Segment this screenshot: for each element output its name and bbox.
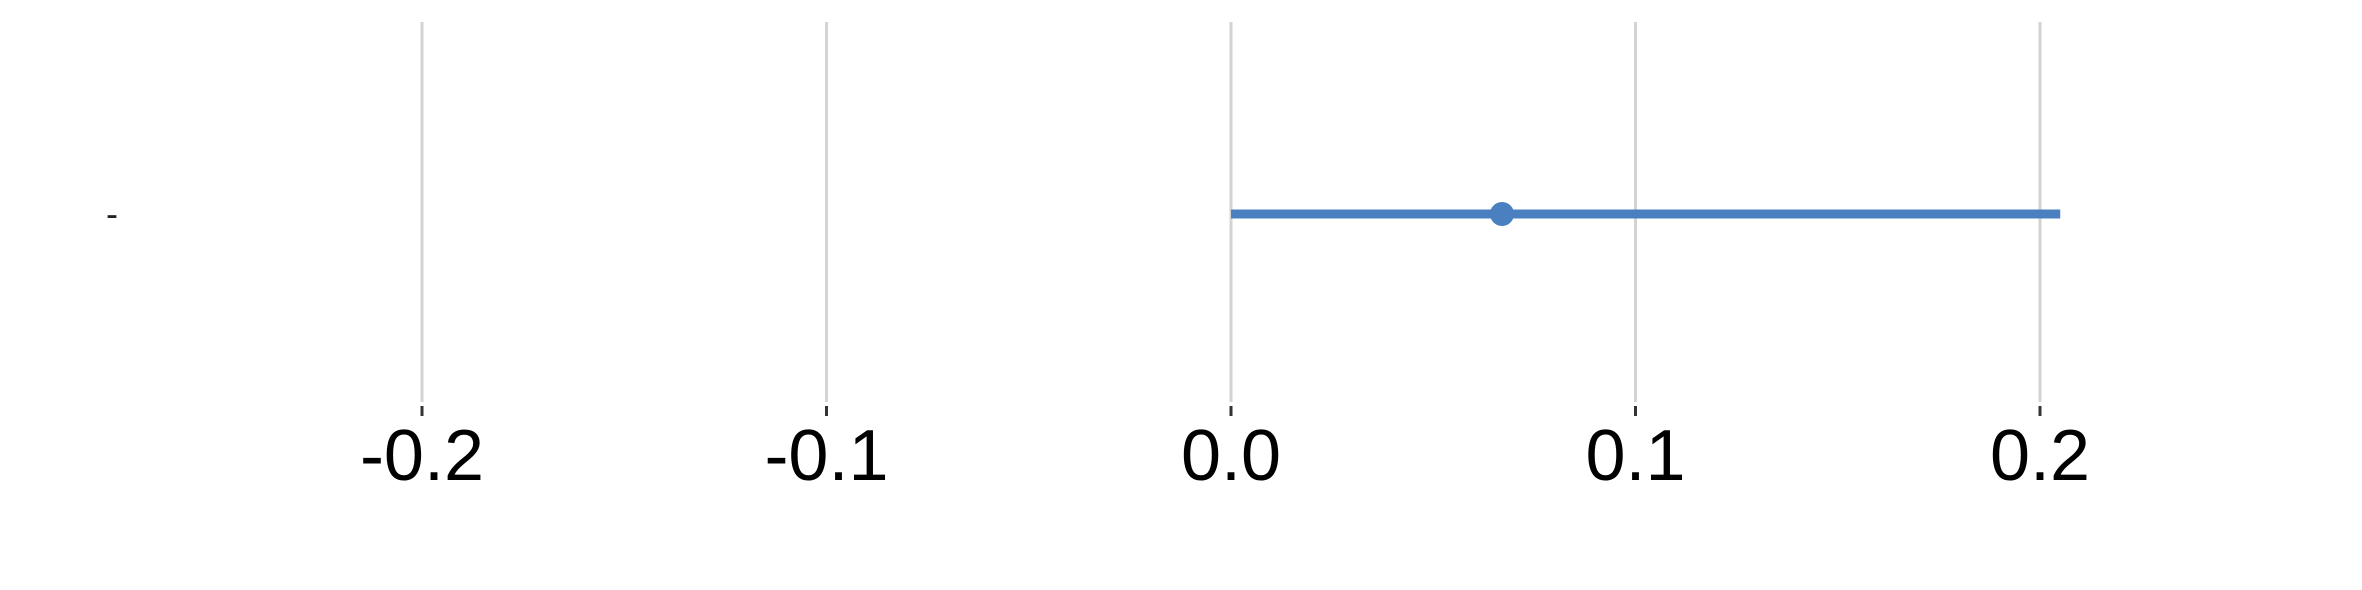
row-labels: - bbox=[106, 193, 118, 234]
row-label: - bbox=[106, 193, 118, 234]
estimate-marks bbox=[1231, 202, 2061, 226]
x-tick-label: 0.1 bbox=[1585, 416, 1685, 496]
x-tick-label: 0.0 bbox=[1181, 416, 1281, 496]
x-tick-label: -0.1 bbox=[764, 416, 888, 496]
point-estimate bbox=[1490, 202, 1515, 226]
x-tick-label: 0.2 bbox=[1990, 416, 2090, 496]
x-axis: -0.2 -0.1 0.0 0.1 0.2 bbox=[360, 406, 2090, 496]
x-tick-label: -0.2 bbox=[360, 416, 484, 496]
